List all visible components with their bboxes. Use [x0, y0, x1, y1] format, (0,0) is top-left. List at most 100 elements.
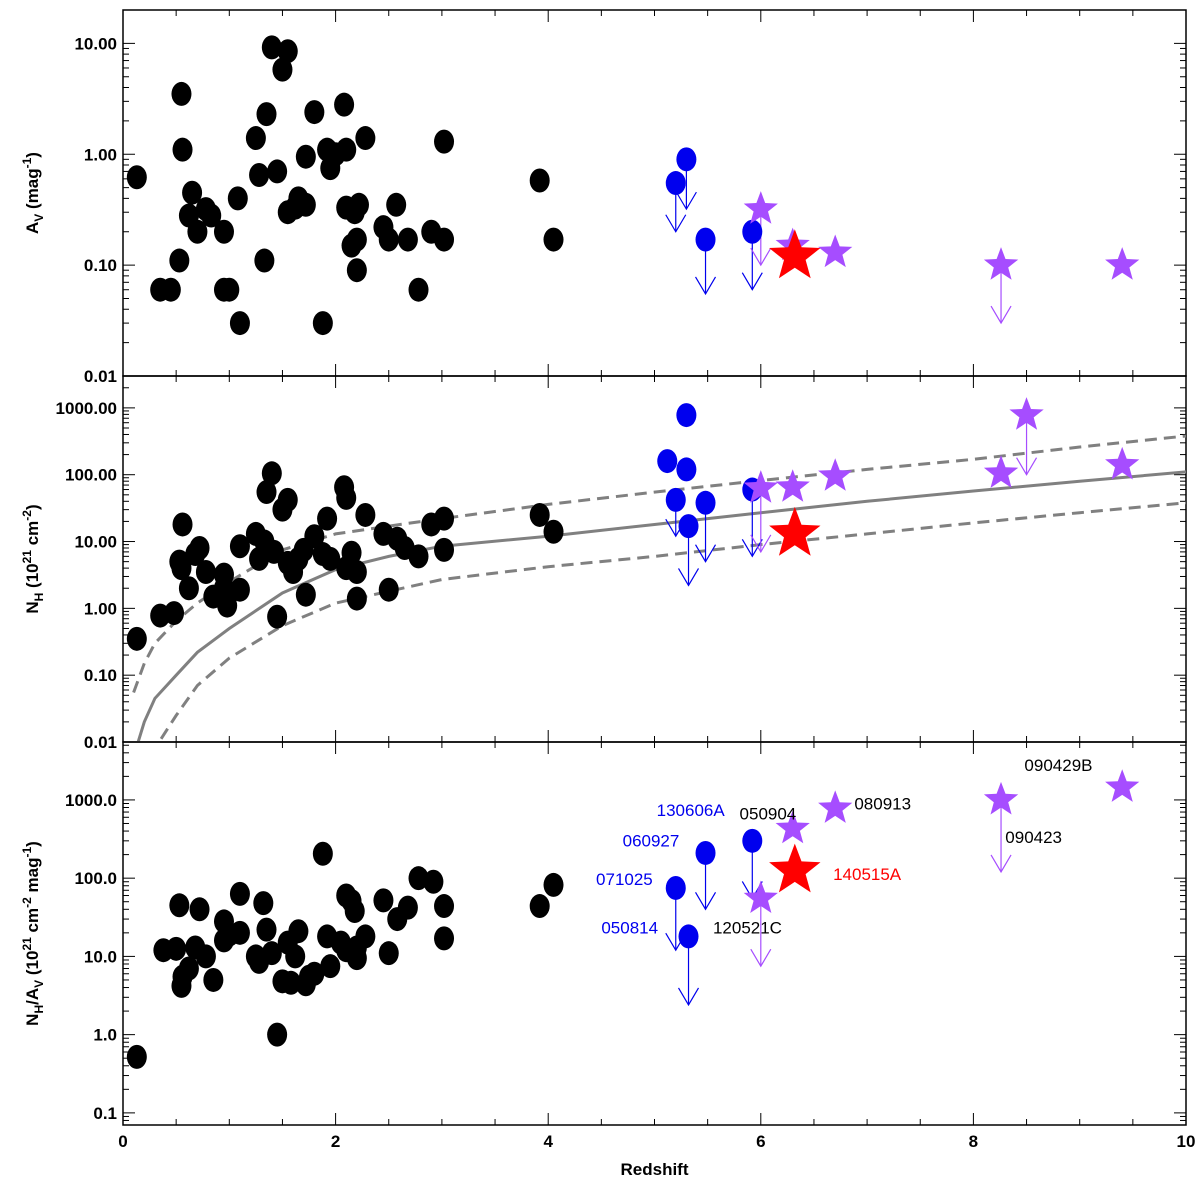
panel-av: 0.01 0.10 1.00 10.00 AV (mag-1) [20, 9, 1187, 386]
upper-limit-arrowhead [677, 568, 700, 587]
y-axis-label-part: ) [23, 841, 42, 847]
data-point-black [543, 519, 564, 544]
data-point-black [166, 936, 187, 961]
grb-label: 060927 [623, 831, 680, 850]
y-tick-label: 0.1 [93, 1104, 117, 1123]
data-point-black [172, 137, 193, 162]
data-point-black [529, 168, 550, 193]
data-point-black [229, 534, 250, 559]
data-point-black [249, 162, 270, 187]
data-point-black [434, 129, 455, 154]
data-point-black [253, 891, 274, 916]
data-point-black [543, 227, 564, 252]
data-star-purple [775, 469, 810, 502]
y-tick-label: 100.00 [65, 466, 117, 485]
y-axis-label-part: H [32, 1005, 46, 1014]
data-point-black [346, 946, 367, 971]
data-point-black [169, 248, 190, 273]
grb-label: 090429B [1024, 756, 1092, 775]
data-point-black [172, 512, 193, 537]
y-axis-label-part: ) [23, 504, 42, 510]
y-tick-label: 1.0 [93, 1026, 117, 1045]
y-tick-label: 1000.00 [56, 399, 117, 418]
data-point-blue [676, 403, 697, 428]
grb-label: 050814 [601, 919, 658, 938]
data-point-black [543, 872, 564, 897]
y-axis-label-part: (10 [23, 563, 42, 592]
curve-model [136, 470, 1186, 742]
y-axis-label-part: -2 [20, 897, 34, 908]
data-point-black [277, 39, 298, 64]
data-point-black [346, 559, 367, 584]
x-tick-label: 10 [1177, 1132, 1196, 1151]
data-star-purple [818, 234, 853, 268]
data-point-black [150, 277, 171, 302]
grb-label: 071025 [596, 870, 653, 889]
data-point-black [267, 604, 288, 629]
data-point-blue [742, 219, 763, 244]
data-point-black [213, 562, 234, 587]
data-point-black [288, 919, 309, 944]
y-tick-label: 1.00 [84, 145, 117, 164]
data-point-black [355, 126, 376, 151]
data-point-black [182, 180, 203, 205]
grb-label: 080913 [854, 795, 911, 814]
data-point-black [320, 954, 341, 979]
data-point-black [355, 924, 376, 949]
data-point-black [320, 546, 341, 571]
data-point-black [254, 248, 275, 273]
upper-limit-arrowhead [675, 191, 697, 211]
grb-label: 050904 [740, 805, 797, 824]
y-axis-label-part: N [23, 601, 42, 613]
data-point-black [304, 100, 325, 125]
curve-model-x3 [132, 434, 1186, 694]
data-point-black [378, 577, 399, 602]
data-point-blue [742, 828, 763, 853]
data-point-black [256, 917, 277, 942]
upper-limit-arrowhead [741, 272, 763, 291]
data-point-black [126, 1044, 147, 1069]
upper-limit-arrowhead [695, 891, 717, 911]
data-point-black [285, 944, 306, 969]
y-axis-label-part: cm [23, 521, 42, 550]
data-point-black [171, 556, 192, 581]
x-tick-label: 4 [543, 1132, 553, 1151]
data-star-purple [743, 470, 778, 503]
y-axis-label: AV (mag-1) [20, 152, 46, 234]
data-point-blue [678, 514, 699, 539]
grb-label: 130606A [657, 801, 726, 820]
data-point-black [529, 894, 550, 919]
data-point-black [373, 888, 394, 913]
curve-model-3 [157, 501, 1186, 742]
upper-limit-arrowhead [750, 534, 772, 554]
y-tick-label: 10.00 [74, 533, 117, 552]
data-star-purple [1105, 247, 1140, 280]
data-point-black [304, 961, 325, 986]
grb-label: 120521C [713, 919, 782, 938]
y-axis-label-part: V [32, 214, 46, 222]
data-point-black [201, 203, 222, 228]
data-point-black [256, 102, 277, 127]
data-point-blue [676, 147, 697, 172]
data-point-black [203, 967, 224, 992]
upper-limit-arrowhead [1016, 457, 1038, 476]
data-point-black [346, 258, 367, 283]
data-point-black [272, 57, 293, 82]
upper-limit-arrowhead [677, 987, 700, 1007]
y-tick-label: 10.00 [74, 34, 117, 53]
x-tick-label: 8 [969, 1132, 978, 1151]
y-axis-label-part: cm [23, 908, 42, 937]
y-axis-label-part: /A [23, 988, 42, 1005]
data-point-black [312, 311, 333, 336]
upper-limit-arrowhead [990, 305, 1012, 325]
data-star-purple [818, 790, 853, 823]
data-point-black [195, 559, 216, 584]
data-point-black [408, 277, 429, 302]
data-point-black [213, 219, 234, 244]
data-point-black [348, 192, 369, 217]
upper-limit-arrowhead [695, 544, 717, 563]
data-point-black [195, 944, 216, 969]
y-axis-label-part: H [32, 593, 46, 602]
y-tick-label: 10.0 [84, 947, 117, 966]
data-point-black [295, 144, 316, 169]
